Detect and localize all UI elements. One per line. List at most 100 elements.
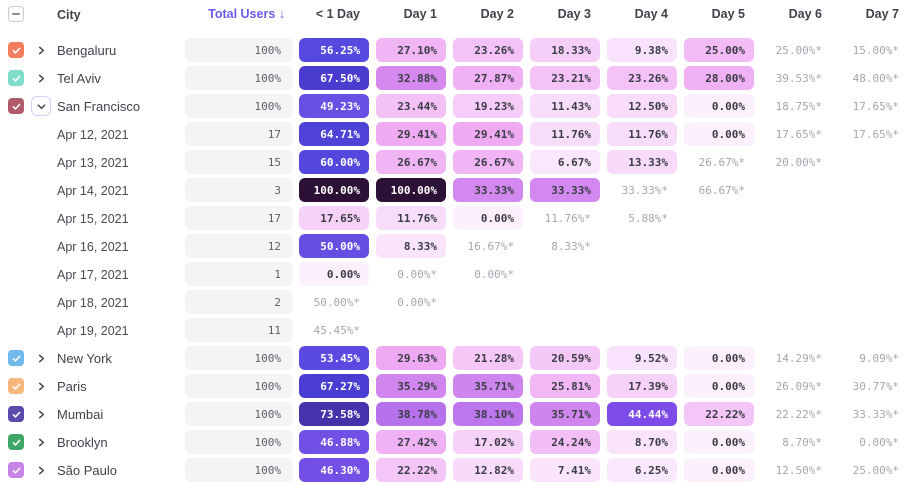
- retention-cell[interactable]: 0.00%: [453, 206, 523, 230]
- retention-cell[interactable]: 0.00%: [684, 374, 754, 398]
- retention-cell[interactable]: 24.24%: [530, 430, 600, 454]
- retention-cell[interactable]: 33.33%*: [621, 183, 668, 197]
- retention-cell[interactable]: 0.00%: [684, 346, 754, 370]
- retention-cell[interactable]: 29.63%: [376, 346, 446, 370]
- retention-cell[interactable]: 8.33%: [376, 234, 446, 258]
- retention-cell[interactable]: 56.25%: [299, 38, 369, 62]
- retention-cell[interactable]: 100.00%: [376, 178, 446, 202]
- retention-cell[interactable]: 26.09%*: [775, 379, 822, 393]
- retention-cell[interactable]: 27.42%: [376, 430, 446, 454]
- retention-cell[interactable]: 25.00%*: [775, 43, 822, 57]
- retention-cell[interactable]: 38.10%: [453, 402, 523, 426]
- expand-row-chevron-right-icon[interactable]: [36, 353, 47, 364]
- row-checkbox[interactable]: [8, 434, 24, 450]
- retention-cell[interactable]: 17.65%*: [852, 127, 899, 141]
- retention-cell[interactable]: 0.00%*: [859, 435, 899, 449]
- retention-cell[interactable]: 9.52%: [607, 346, 677, 370]
- expand-row-chevron-right-icon[interactable]: [36, 381, 47, 392]
- retention-cell[interactable]: 17.02%: [453, 430, 523, 454]
- row-checkbox[interactable]: [8, 350, 24, 366]
- retention-cell[interactable]: 0.00%*: [474, 267, 514, 281]
- retention-cell[interactable]: 35.71%: [530, 402, 600, 426]
- retention-cell[interactable]: 44.44%: [607, 402, 677, 426]
- row-checkbox[interactable]: [8, 462, 24, 478]
- retention-cell[interactable]: 67.50%: [299, 66, 369, 90]
- retention-cell[interactable]: 17.65%*: [852, 99, 899, 113]
- retention-cell[interactable]: 9.09%*: [859, 351, 899, 365]
- retention-cell[interactable]: 18.75%*: [775, 99, 822, 113]
- retention-cell[interactable]: 25.00%: [684, 38, 754, 62]
- retention-cell[interactable]: 13.33%: [607, 150, 677, 174]
- retention-cell[interactable]: 25.81%: [530, 374, 600, 398]
- retention-cell[interactable]: 49.23%: [299, 94, 369, 118]
- collapse-row-chevron-down-icon[interactable]: [31, 96, 51, 116]
- retention-cell[interactable]: 0.00%: [684, 458, 754, 482]
- retention-cell[interactable]: 0.00%*: [397, 267, 437, 281]
- retention-cell[interactable]: 12.50%: [607, 94, 677, 118]
- retention-cell[interactable]: 25.00%*: [852, 463, 899, 477]
- retention-cell[interactable]: 73.58%: [299, 402, 369, 426]
- retention-cell[interactable]: 17.65%: [299, 206, 369, 230]
- retention-cell[interactable]: 35.29%: [376, 374, 446, 398]
- retention-cell[interactable]: 30.77%*: [852, 379, 899, 393]
- retention-cell[interactable]: 0.00%: [299, 262, 369, 286]
- retention-cell[interactable]: 12.50%*: [775, 463, 822, 477]
- retention-cell[interactable]: 11.76%: [530, 122, 600, 146]
- row-checkbox[interactable]: [8, 378, 24, 394]
- retention-cell[interactable]: 23.21%: [530, 66, 600, 90]
- retention-cell[interactable]: 67.27%: [299, 374, 369, 398]
- retention-cell[interactable]: 21.28%: [453, 346, 523, 370]
- retention-cell[interactable]: 0.00%: [684, 430, 754, 454]
- retention-cell[interactable]: 27.10%: [376, 38, 446, 62]
- retention-cell[interactable]: 48.00%*: [852, 71, 899, 85]
- retention-cell[interactable]: 20.59%: [530, 346, 600, 370]
- retention-cell[interactable]: 6.67%: [530, 150, 600, 174]
- retention-cell[interactable]: 11.76%: [607, 122, 677, 146]
- retention-cell[interactable]: 11.43%: [530, 94, 600, 118]
- retention-cell[interactable]: 8.33%*: [551, 239, 591, 253]
- retention-cell[interactable]: 39.53%*: [775, 71, 822, 85]
- retention-cell[interactable]: 22.22%: [376, 458, 446, 482]
- retention-cell[interactable]: 12.82%: [453, 458, 523, 482]
- retention-cell[interactable]: 7.41%: [530, 458, 600, 482]
- retention-cell[interactable]: 11.76%*: [544, 211, 591, 225]
- retention-cell[interactable]: 11.76%: [376, 206, 446, 230]
- retention-cell[interactable]: 8.70%*: [782, 435, 822, 449]
- retention-cell[interactable]: 23.26%: [607, 66, 677, 90]
- expand-row-chevron-right-icon[interactable]: [36, 45, 47, 56]
- retention-cell[interactable]: 32.88%: [376, 66, 446, 90]
- expand-row-chevron-right-icon[interactable]: [36, 465, 47, 476]
- expand-row-chevron-right-icon[interactable]: [36, 73, 47, 84]
- retention-cell[interactable]: 100.00%: [299, 178, 369, 202]
- retention-cell[interactable]: 33.33%: [530, 178, 600, 202]
- retention-cell[interactable]: 29.41%: [453, 122, 523, 146]
- retention-cell[interactable]: 50.00%*: [313, 295, 360, 309]
- retention-cell[interactable]: 53.45%: [299, 346, 369, 370]
- retention-cell[interactable]: 29.41%: [376, 122, 446, 146]
- retention-cell[interactable]: 16.67%*: [467, 239, 514, 253]
- retention-cell[interactable]: 6.25%: [607, 458, 677, 482]
- column-header-total-users-sort[interactable]: Total Users ↓: [208, 7, 285, 21]
- expand-row-chevron-right-icon[interactable]: [36, 437, 47, 448]
- expand-row-chevron-right-icon[interactable]: [36, 409, 47, 420]
- retention-cell[interactable]: 22.22%*: [775, 407, 822, 421]
- retention-cell[interactable]: 22.22%: [684, 402, 754, 426]
- retention-cell[interactable]: 33.33%: [453, 178, 523, 202]
- select-all-checkbox[interactable]: [8, 6, 24, 22]
- retention-cell[interactable]: 26.67%: [376, 150, 446, 174]
- retention-cell[interactable]: 26.67%: [453, 150, 523, 174]
- retention-cell[interactable]: 14.29%*: [775, 351, 822, 365]
- row-checkbox[interactable]: [8, 98, 24, 114]
- retention-cell[interactable]: 46.30%: [299, 458, 369, 482]
- retention-cell[interactable]: 33.33%*: [852, 407, 899, 421]
- retention-cell[interactable]: 60.00%: [299, 150, 369, 174]
- retention-cell[interactable]: 0.00%: [684, 94, 754, 118]
- retention-cell[interactable]: 26.67%*: [698, 155, 745, 169]
- retention-cell[interactable]: 17.39%: [607, 374, 677, 398]
- retention-cell[interactable]: 38.78%: [376, 402, 446, 426]
- retention-cell[interactable]: 23.44%: [376, 94, 446, 118]
- retention-cell[interactable]: 19.23%: [453, 94, 523, 118]
- retention-cell[interactable]: 66.67%*: [698, 183, 745, 197]
- retention-cell[interactable]: 28.00%: [684, 66, 754, 90]
- retention-cell[interactable]: 45.45%*: [313, 323, 360, 337]
